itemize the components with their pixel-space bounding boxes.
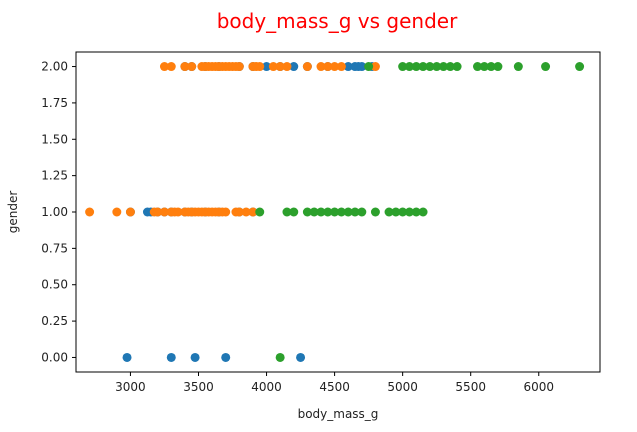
scatter-point [122,352,132,362]
scatter-point [302,62,312,72]
x-tick-label: 5500 [455,380,486,394]
x-tick-label: 6000 [523,380,554,394]
scatter-point [343,207,353,217]
scatter-point [275,62,285,72]
scatter-point [411,62,421,72]
scatter-point [153,207,163,217]
scatter-point [302,207,312,217]
scatter-point [125,207,135,217]
scatter-point [248,207,258,217]
scatter-point [166,62,176,72]
scatter-point [391,207,401,217]
y-tick-label: 0.00 [41,350,68,364]
scatter-point [330,207,340,217]
scatter-point [384,207,394,217]
scatter-point [357,207,367,217]
y-tick-label: 0.75 [41,241,68,255]
scatter-point [255,62,265,72]
x-axis-label: body_mass_g [298,407,379,421]
scatter-point [289,207,299,217]
x-tick-label: 3500 [183,380,214,394]
scatter-point [190,352,200,362]
chart-title: body_mass_g vs gender [217,9,458,33]
scatter-point [432,62,442,72]
scatter-point [404,207,414,217]
scatter-point [398,207,408,217]
scatter-point [398,62,408,72]
scatter-point [438,62,448,72]
scatter-point [479,62,489,72]
scatter-point [296,352,306,362]
scatter-point [452,62,462,72]
scatter-point [493,62,503,72]
x-axis: 3000 3500 4000 4500 5000 5500 6000 [115,372,554,394]
y-axis-label: gender [6,191,20,234]
scatter-point [241,207,251,217]
scatter-point [411,207,421,217]
scatter-point [350,207,360,217]
scatter-point [166,352,176,362]
scatter-point [323,207,333,217]
scatter-point [309,207,319,217]
scatter-point [268,62,278,72]
scatter-point [425,62,435,72]
scatter-point [445,62,455,72]
scatter-point [336,62,346,72]
scatter-point [221,352,231,362]
scatter-point [159,207,169,217]
scatter-point [282,62,292,72]
scatter-point [112,207,122,217]
x-tick-label: 3000 [115,380,146,394]
scatter-point [541,62,551,72]
scatter-point [343,62,353,72]
scatter-point [418,62,428,72]
scatter-point [357,62,367,72]
y-tick-label: 1.75 [41,96,68,110]
y-tick-label: 0.50 [41,278,68,292]
scatter-point [473,62,483,72]
scatter-point [180,62,190,72]
y-tick-label: 1.25 [41,169,68,183]
scatter-point [316,207,326,217]
x-tick-label: 5000 [387,380,418,394]
scatter-point [187,62,197,72]
y-tick-label: 2.00 [41,60,68,74]
scatter-point [159,62,169,72]
scatter-point [575,62,585,72]
y-tick-label: 0.25 [41,314,68,328]
y-axis: 0.00 0.25 0.50 0.75 1.00 1.25 1.50 1.75 2.00 [41,60,76,364]
scatter-point [262,62,272,72]
scatter-point [323,62,333,72]
y-tick-label: 1.00 [41,205,68,219]
scatter-point [513,62,523,72]
scatter-point [336,207,346,217]
scatter-point [418,207,428,217]
scatter-point [370,62,380,72]
scatter-point [404,62,414,72]
scatter-point [85,207,95,217]
scatter-point [275,352,285,362]
scatter-point [364,62,374,72]
y-tick-label: 1.50 [41,132,68,146]
scatter-point [255,207,265,217]
scatter-point [221,207,231,217]
scatter-point [234,207,244,217]
scatter-point [370,207,380,217]
scatter-point [234,62,244,72]
data-points [85,62,585,362]
scatter-point [289,62,299,72]
scatter-point [282,207,292,217]
scatter-point [486,62,496,72]
scatter-point [330,62,340,72]
x-tick-label: 4000 [251,380,282,394]
x-tick-label: 4500 [319,380,350,394]
scatter-point [173,207,183,217]
scatter-point [316,62,326,72]
